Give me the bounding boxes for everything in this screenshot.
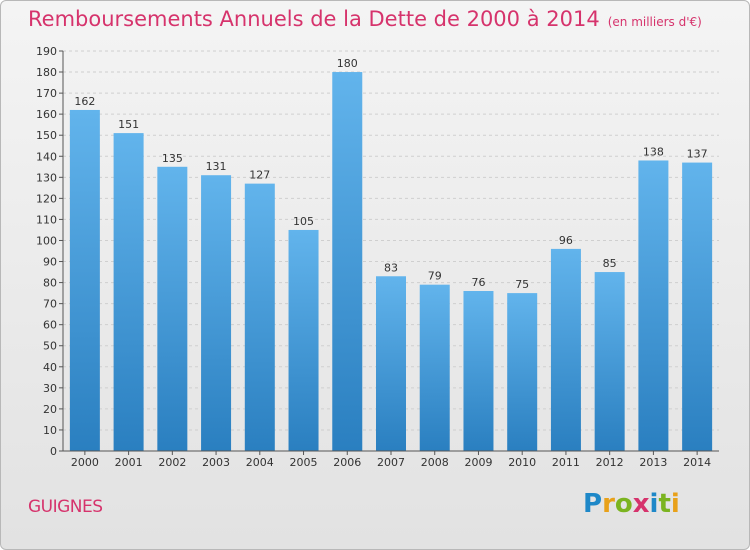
bar-value-label: 138 [643, 145, 664, 158]
y-tick-label: 190 [36, 45, 57, 58]
y-tick-label: 80 [43, 277, 57, 290]
y-tick-label: 20 [43, 403, 57, 416]
y-axis-ticks: 0 10 20 30 40 50 60 70 80 90 100 110 120 130 140 150 160… [36, 45, 63, 458]
x-tick-label: 2000 [71, 456, 99, 469]
y-tick-label: 110 [36, 213, 57, 226]
x-tick-label: 2003 [202, 456, 230, 469]
bar [638, 160, 669, 451]
y-tick-label: 160 [36, 108, 57, 121]
chart-title-text: Remboursements Annuels de la Dette de 20… [28, 7, 600, 31]
bar [157, 166, 188, 451]
y-tick-label: 100 [36, 234, 57, 247]
bar [463, 291, 494, 451]
y-tick-label: 40 [43, 361, 57, 374]
bar [550, 248, 581, 451]
y-tick-label: 60 [43, 319, 57, 332]
bar [332, 72, 363, 451]
bar [594, 272, 625, 451]
x-tick-label: 2004 [246, 456, 274, 469]
x-tick-label: 2002 [158, 456, 186, 469]
bar-value-label: 79 [428, 270, 442, 283]
x-tick-label: 2012 [596, 456, 624, 469]
bar-value-label: 96 [559, 234, 573, 247]
chart-unit: (en milliers d'€) [607, 15, 702, 29]
x-tick-label: 2010 [508, 456, 536, 469]
logo-letter: r [602, 489, 615, 519]
x-tick-label: 2007 [377, 456, 405, 469]
bar-value-label: 75 [515, 278, 529, 291]
commune-name: GUIGNES [28, 497, 103, 517]
bar [113, 133, 144, 451]
bar-value-label: 137 [687, 148, 708, 161]
bar [419, 284, 450, 451]
x-tick-label: 2014 [683, 456, 711, 469]
y-tick-label: 30 [43, 382, 57, 395]
bar [288, 229, 319, 451]
proxiti-logo[interactable]: Proxiti [583, 489, 680, 519]
logo-letter: P [583, 489, 603, 519]
bar-value-label: 162 [74, 95, 95, 108]
value-labels: 162 151 135 131 127 105 180 83 79 76 75 96 85 138 137 [74, 57, 707, 291]
y-tick-label: 140 [36, 150, 57, 163]
y-tick-label: 150 [36, 129, 57, 142]
bar [682, 162, 713, 451]
y-tick-label: 50 [43, 340, 57, 353]
logo-letter: t [658, 489, 671, 519]
logo-letter: i [649, 489, 659, 519]
x-tick-label: 2008 [421, 456, 449, 469]
bar [201, 175, 232, 452]
bar-value-label: 85 [603, 257, 617, 270]
y-tick-label: 90 [43, 256, 57, 269]
x-tick-label: 2011 [552, 456, 580, 469]
chart-title: Remboursements Annuels de la Dette de 20… [28, 7, 702, 31]
bar-value-label: 180 [337, 57, 358, 70]
bar [507, 293, 538, 451]
x-tick-label: 2005 [290, 456, 318, 469]
x-tick-label: 2009 [464, 456, 492, 469]
y-tick-label: 70 [43, 298, 57, 311]
logo-letter: o [614, 489, 633, 519]
y-tick-label: 180 [36, 66, 57, 79]
x-tick-label: 2006 [333, 456, 361, 469]
bar [244, 183, 275, 451]
axes [62, 51, 719, 452]
bar-value-label: 135 [162, 152, 183, 165]
x-axis-ticks: 2000 2001 2002 2003 2004 2005 2006 2007 2008 2009… [71, 451, 711, 469]
x-tick-label: 2001 [115, 456, 143, 469]
y-tick-label: 170 [36, 87, 57, 100]
logo-letter: x [632, 489, 650, 519]
bar-value-label: 105 [293, 215, 314, 228]
bar-value-label: 151 [118, 118, 139, 131]
bar-value-label: 83 [384, 261, 398, 274]
y-tick-label: 130 [36, 171, 57, 184]
y-tick-label: 120 [36, 192, 57, 205]
bar-value-label: 131 [206, 160, 227, 173]
y-tick-label: 0 [50, 445, 57, 458]
x-tick-label: 2013 [639, 456, 667, 469]
bar [376, 276, 406, 451]
bar-value-label: 127 [249, 169, 270, 182]
bar-value-label: 76 [471, 276, 485, 289]
y-tick-label: 10 [43, 424, 57, 437]
bar [69, 109, 100, 452]
bars [69, 72, 713, 452]
logo-letter: i [670, 489, 680, 519]
